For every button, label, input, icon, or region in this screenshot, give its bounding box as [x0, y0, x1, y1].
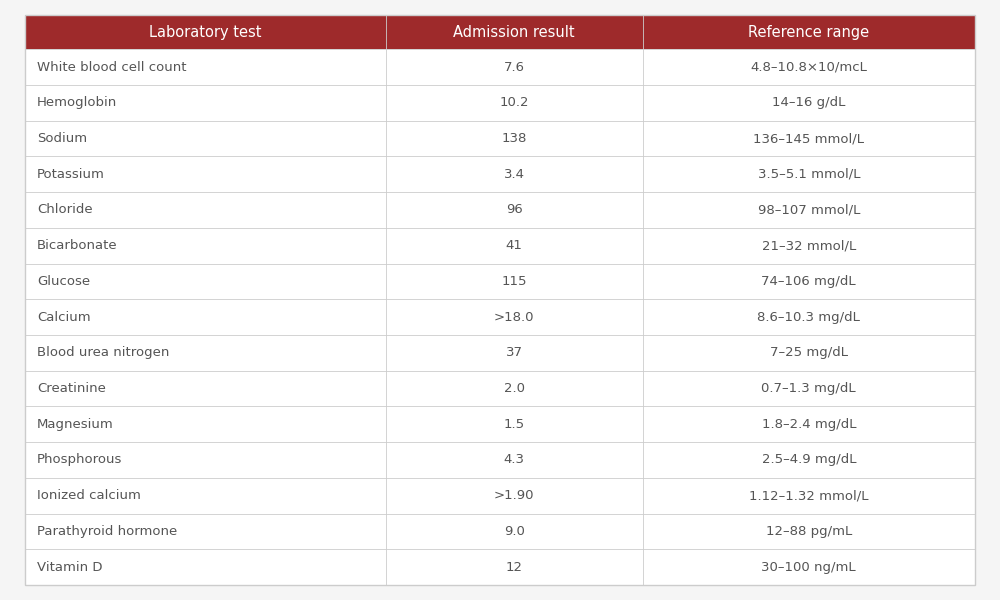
- Text: Phosphorous: Phosphorous: [37, 454, 122, 466]
- Text: White blood cell count: White blood cell count: [37, 61, 186, 74]
- Text: Bicarbonate: Bicarbonate: [37, 239, 118, 252]
- Text: 138: 138: [502, 132, 527, 145]
- Text: Parathyroid hormone: Parathyroid hormone: [37, 525, 177, 538]
- Text: 30–100 ng/mL: 30–100 ng/mL: [761, 560, 856, 574]
- Text: 136–145 mmol/L: 136–145 mmol/L: [753, 132, 864, 145]
- Text: Hemoglobin: Hemoglobin: [37, 96, 117, 109]
- Text: 98–107 mmol/L: 98–107 mmol/L: [758, 203, 860, 217]
- Text: Magnesium: Magnesium: [37, 418, 114, 431]
- Text: 7–25 mg/dL: 7–25 mg/dL: [770, 346, 848, 359]
- Text: 12–88 pg/mL: 12–88 pg/mL: [766, 525, 852, 538]
- Text: 9.0: 9.0: [504, 525, 525, 538]
- Text: 0.7–1.3 mg/dL: 0.7–1.3 mg/dL: [761, 382, 856, 395]
- Text: >18.0: >18.0: [494, 311, 534, 323]
- Text: 7.6: 7.6: [504, 61, 525, 74]
- Text: 12: 12: [506, 560, 523, 574]
- Text: 96: 96: [506, 203, 523, 217]
- Text: Admission result: Admission result: [453, 25, 575, 40]
- Text: Chloride: Chloride: [37, 203, 93, 217]
- Text: 2.0: 2.0: [504, 382, 525, 395]
- Text: 1.5: 1.5: [504, 418, 525, 431]
- Text: 1.8–2.4 mg/dL: 1.8–2.4 mg/dL: [762, 418, 856, 431]
- Text: 21–32 mmol/L: 21–32 mmol/L: [762, 239, 856, 252]
- Text: Blood urea nitrogen: Blood urea nitrogen: [37, 346, 169, 359]
- Bar: [25, 15, 975, 49]
- Text: 8.6–10.3 mg/dL: 8.6–10.3 mg/dL: [757, 311, 860, 323]
- Text: Potassium: Potassium: [37, 168, 105, 181]
- Text: Sodium: Sodium: [37, 132, 87, 145]
- Text: Creatinine: Creatinine: [37, 382, 106, 395]
- Text: Glucose: Glucose: [37, 275, 90, 288]
- Text: Vitamin D: Vitamin D: [37, 560, 103, 574]
- Text: 14–16 g/dL: 14–16 g/dL: [772, 96, 845, 109]
- Text: 37: 37: [506, 346, 523, 359]
- Text: 4.3: 4.3: [504, 454, 525, 466]
- Text: Reference range: Reference range: [748, 25, 869, 40]
- Text: 3.5–5.1 mmol/L: 3.5–5.1 mmol/L: [758, 168, 860, 181]
- Text: Ionized calcium: Ionized calcium: [37, 489, 141, 502]
- Text: 10.2: 10.2: [500, 96, 529, 109]
- Text: 115: 115: [502, 275, 527, 288]
- Text: Laboratory test: Laboratory test: [149, 25, 262, 40]
- Text: 3.4: 3.4: [504, 168, 525, 181]
- Text: 41: 41: [506, 239, 523, 252]
- Text: >1.90: >1.90: [494, 489, 534, 502]
- Text: 2.5–4.9 mg/dL: 2.5–4.9 mg/dL: [762, 454, 856, 466]
- Text: 4.8–10.8×10/mcL: 4.8–10.8×10/mcL: [750, 61, 867, 74]
- Text: Calcium: Calcium: [37, 311, 91, 323]
- Text: 1.12–1.32 mmol/L: 1.12–1.32 mmol/L: [749, 489, 868, 502]
- Text: 74–106 mg/dL: 74–106 mg/dL: [761, 275, 856, 288]
